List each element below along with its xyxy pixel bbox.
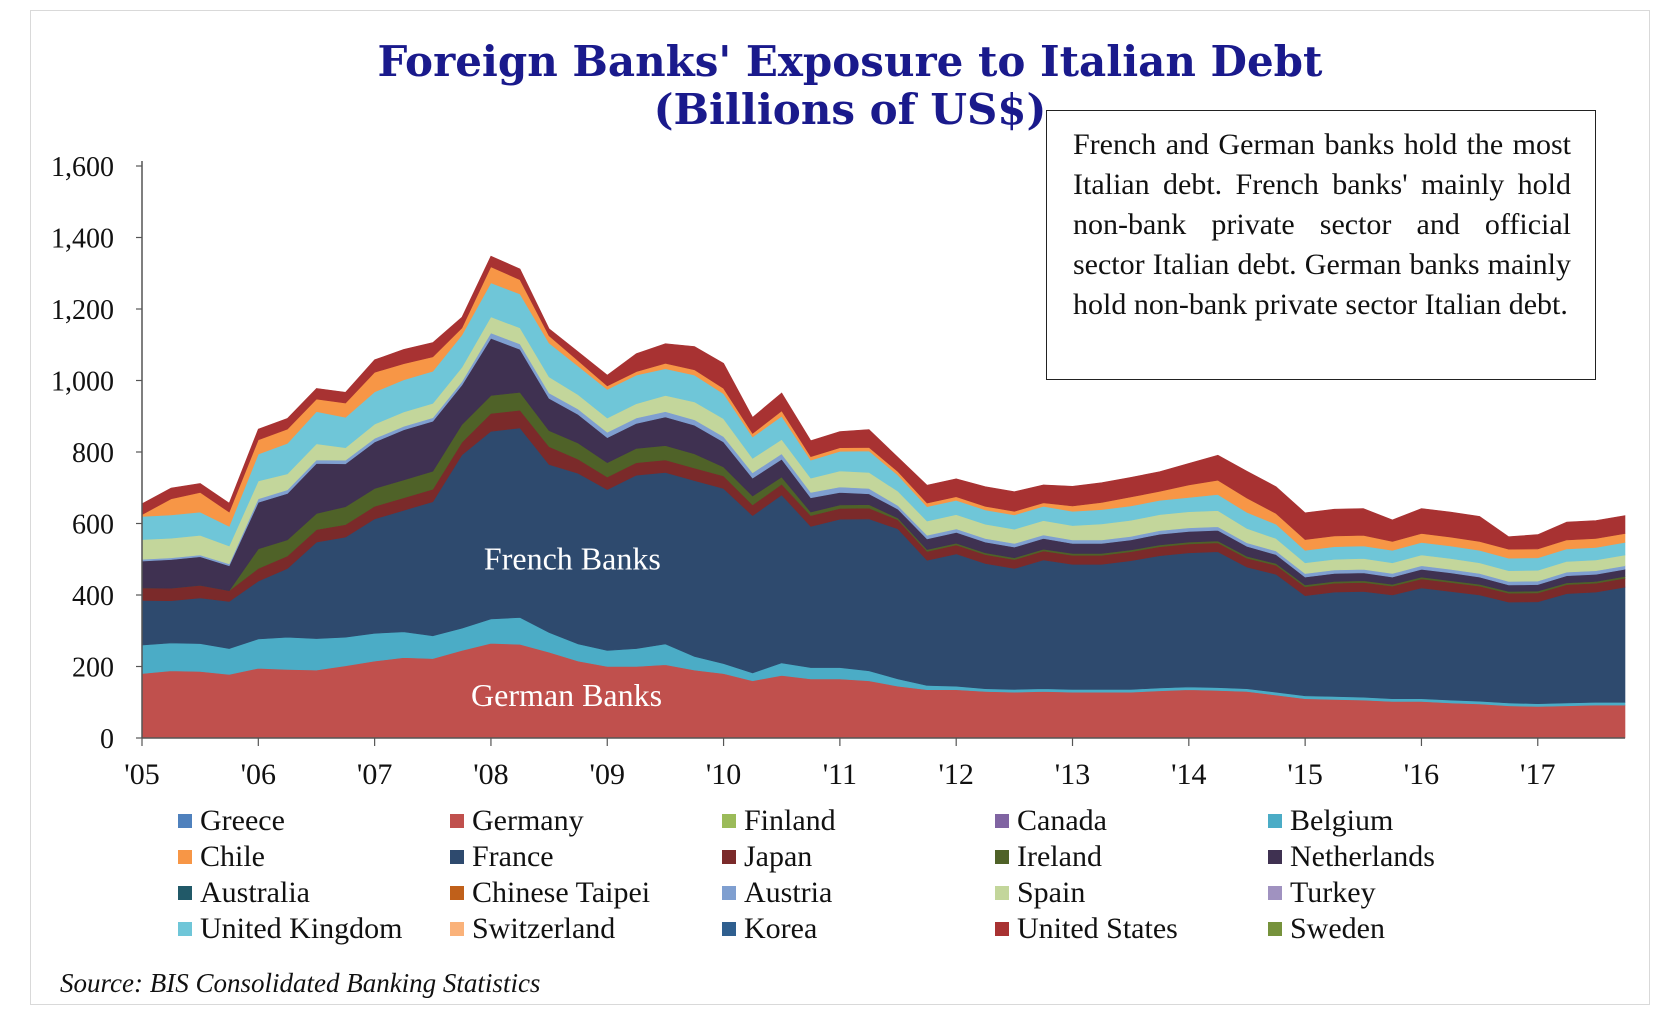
x-tick-label: '08 — [473, 758, 508, 791]
legend-item: Austria — [722, 875, 832, 911]
legend-label: United Kingdom — [200, 912, 403, 945]
legend-swatch — [450, 850, 464, 864]
y-tick-label: 1,200 — [51, 295, 114, 326]
legend-label: Chile — [200, 840, 265, 873]
legend-swatch — [722, 814, 736, 828]
legend-label: Ireland — [1017, 840, 1102, 873]
x-tick-label: '06 — [241, 758, 276, 791]
y-tick-label: 800 — [72, 438, 114, 469]
y-tick-label: 400 — [72, 581, 114, 612]
y-tick-label: 1,600 — [51, 152, 114, 183]
y-tick-label: 0 — [100, 724, 114, 755]
x-tick-label: '16 — [1404, 758, 1439, 791]
x-tick-label: '14 — [1171, 758, 1206, 791]
legend-item: Australia — [178, 875, 310, 911]
y-tick-label: 1,000 — [51, 367, 114, 398]
legend-swatch — [722, 922, 736, 936]
legend-item: Germany — [450, 803, 584, 839]
legend-label: Switzerland — [472, 912, 616, 945]
x-tick-label: '15 — [1287, 758, 1322, 791]
area-annotation: French Banks — [484, 540, 661, 576]
area-annotation: German Banks — [471, 677, 662, 713]
legend-label: Austria — [744, 876, 833, 909]
source-note: Source: BIS Consolidated Banking Statist… — [60, 968, 541, 998]
legend-item: Finland — [722, 803, 836, 839]
legend-label: Turkey — [1290, 876, 1376, 909]
legend-swatch — [1268, 922, 1282, 936]
x-tick-label: '11 — [823, 758, 857, 791]
legend-swatch — [450, 922, 464, 936]
chart-subtitle: (Billions of US$) — [653, 85, 1047, 134]
x-tick-label: '13 — [1055, 758, 1090, 791]
legend-swatch — [995, 814, 1009, 828]
legend-swatch — [450, 886, 464, 900]
x-tick-label: '12 — [938, 758, 973, 791]
legend-item: Chinese Taipei — [450, 875, 650, 911]
legend-item: Korea — [722, 911, 817, 947]
legend-label: Canada — [1017, 804, 1107, 837]
legend-label: Australia — [200, 876, 310, 909]
legend-label: Japan — [744, 840, 813, 873]
legend-item: Switzerland — [450, 911, 615, 947]
legend-swatch — [995, 850, 1009, 864]
legend-swatch — [722, 886, 736, 900]
stacked-area-chart: 0 200 400 600 800 1,000 1,200 1,400 1,600 '05 '06 '… — [51, 152, 1626, 791]
y-tick-label: 1,400 — [51, 224, 114, 255]
legend-item: Spain — [995, 875, 1085, 911]
legend-item: France — [450, 839, 554, 875]
legend-item: United States — [995, 911, 1178, 947]
x-tick-label: '09 — [590, 758, 625, 791]
legend-swatch — [178, 922, 192, 936]
legend-item: Japan — [722, 839, 812, 875]
legend-swatch — [178, 850, 192, 864]
legend-swatch — [1268, 850, 1282, 864]
legend-item: Ireland — [995, 839, 1102, 875]
legend-item: Chile — [178, 839, 265, 875]
legend-item: United Kingdom — [178, 911, 403, 947]
legend-item: Belgium — [1268, 803, 1393, 839]
x-tick-label: '10 — [706, 758, 741, 791]
legend-item: Turkey — [1268, 875, 1376, 911]
legend-item: Sweden — [1268, 911, 1385, 947]
legend-label: Germany — [472, 804, 584, 837]
legend-label: Finland — [744, 804, 836, 837]
legend-label: United States — [1017, 912, 1178, 945]
y-tick-label: 200 — [72, 653, 114, 684]
legend-swatch — [178, 886, 192, 900]
legend-label: Netherlands — [1290, 840, 1435, 873]
legend-swatch — [995, 886, 1009, 900]
annotation-note-box: French and German banks hold the most It… — [1046, 110, 1596, 380]
x-tick-label: '17 — [1520, 758, 1555, 791]
legend-label: France — [472, 840, 554, 873]
y-tick-label: 600 — [72, 510, 114, 541]
legend-label: Korea — [744, 912, 818, 945]
legend-label: Belgium — [1290, 804, 1394, 837]
legend-label: Spain — [1017, 876, 1086, 909]
x-tick-label: '05 — [124, 758, 159, 791]
chart-legend: Greece Germany Finland Canada Belgium Chile Fr… — [178, 803, 1478, 951]
legend-swatch — [178, 814, 192, 828]
legend-label: Sweden — [1290, 912, 1385, 945]
chart-title: Foreign Banks' Exposure to Italian Debt — [377, 37, 1323, 86]
legend-swatch — [450, 814, 464, 828]
legend-label: Chinese Taipei — [472, 876, 651, 909]
legend-label: Greece — [200, 804, 285, 837]
area-united-states — [141, 255, 1626, 550]
legend-item: Greece — [178, 803, 285, 839]
x-tick-label: '07 — [357, 758, 392, 791]
legend-item: Canada — [995, 803, 1107, 839]
legend-item: Netherlands — [1268, 839, 1435, 875]
chart-frame — [30, 10, 1650, 1005]
legend-swatch — [995, 922, 1009, 936]
legend-swatch — [722, 850, 736, 864]
legend-swatch — [1268, 886, 1282, 900]
legend-swatch — [1268, 814, 1282, 828]
